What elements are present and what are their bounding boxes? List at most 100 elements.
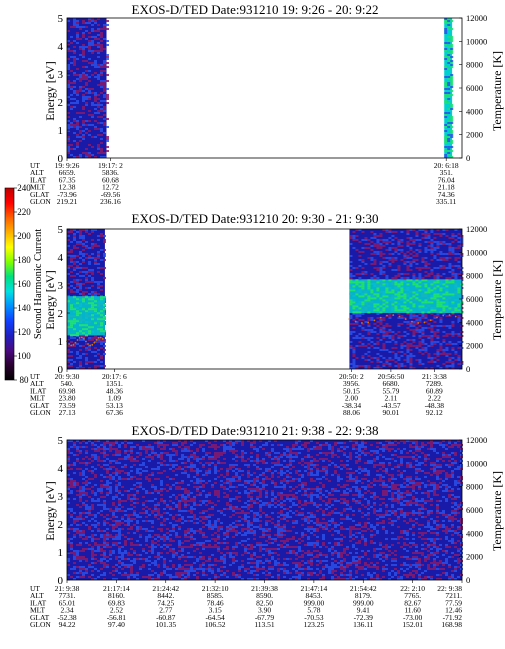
heatmap-cell — [118, 498, 121, 500]
heatmap-cell — [388, 263, 392, 265]
heatmap-cell — [259, 460, 262, 462]
heatmap-cell — [283, 570, 286, 572]
heatmap-cell — [121, 486, 124, 488]
heatmap-cell — [409, 349, 413, 351]
table-cell: 1351. — [106, 379, 123, 388]
heatmap-cell — [115, 508, 118, 510]
heatmap-cell — [444, 32, 448, 34]
heatmap-cell — [244, 552, 247, 554]
heatmap-cell — [349, 347, 353, 349]
heatmap-cell — [118, 566, 121, 568]
heatmap-cell — [418, 249, 422, 251]
heatmap-cell — [124, 466, 127, 468]
heatmap-cell — [235, 576, 238, 578]
heatmap-cell — [205, 560, 208, 562]
heatmap-cell — [88, 281, 91, 283]
heatmap-cell — [175, 554, 178, 556]
heatmap-cell — [79, 566, 82, 568]
heatmap-cell — [157, 576, 160, 578]
heatmap-cell — [133, 562, 136, 564]
heatmap-cell — [85, 468, 88, 470]
heatmap-cell — [94, 22, 97, 24]
table-cell: 20:56:50 — [378, 372, 405, 381]
heatmap-cell — [100, 86, 103, 88]
heatmap-cell — [70, 251, 73, 253]
heatmap-cell — [265, 442, 268, 444]
heatmap-cell — [85, 482, 88, 484]
heatmap-cell — [444, 146, 448, 148]
heatmap-cell — [433, 309, 437, 312]
heatmap-cell — [100, 128, 103, 130]
heatmap-cell — [160, 452, 163, 454]
heatmap-cell — [79, 86, 82, 88]
heatmap-cell — [223, 556, 226, 558]
heatmap-cell — [403, 257, 407, 259]
heatmap-cell — [76, 94, 79, 96]
heatmap-cell — [160, 514, 163, 516]
heatmap-cell — [211, 456, 214, 458]
heatmap-cell — [349, 345, 353, 347]
heatmap-cell — [79, 279, 82, 281]
heatmap-cell — [298, 500, 301, 502]
heatmap-cell — [307, 554, 310, 556]
heatmap-cell — [444, 48, 448, 50]
heatmap-cell — [130, 450, 133, 452]
heatmap-cell — [202, 548, 205, 550]
heatmap-cell — [448, 249, 452, 251]
heatmap-cell — [91, 231, 94, 233]
heatmap-cell — [91, 558, 94, 560]
heatmap-cell — [301, 532, 304, 534]
heatmap-cell — [349, 315, 353, 317]
heatmap-cell — [79, 367, 82, 369]
heatmap-cell — [451, 233, 455, 235]
heatmap-cell — [88, 440, 91, 442]
heatmap-cell — [73, 536, 76, 538]
heatmap-cell — [232, 510, 235, 512]
orbit-trace-point — [423, 321, 426, 324]
heatmap-cell — [355, 323, 359, 325]
heatmap-cell — [85, 570, 88, 572]
heatmap-cell — [82, 253, 85, 255]
heatmap-cell — [277, 536, 280, 538]
heatmap-cell — [94, 554, 97, 556]
heatmap-cell — [103, 94, 106, 96]
heatmap-cell — [444, 100, 448, 102]
heatmap-cell — [73, 308, 76, 311]
heatmap-cell — [85, 504, 88, 506]
heatmap-cell — [67, 64, 70, 66]
heatmap-cell — [450, 38, 454, 40]
heatmap-cell — [244, 502, 247, 504]
heatmap-cell — [106, 118, 109, 120]
heatmap-cell — [430, 269, 434, 271]
heatmap-cell — [82, 243, 85, 245]
heatmap-cell — [388, 231, 392, 233]
heatmap-cell — [157, 554, 160, 556]
heatmap-cell — [250, 528, 253, 530]
heatmap-cell — [274, 548, 277, 550]
heatmap-cell — [262, 460, 265, 462]
heatmap-cell — [85, 361, 88, 363]
heatmap-cell — [103, 86, 106, 88]
heatmap-cell — [457, 237, 461, 239]
heatmap-cell — [373, 303, 377, 306]
heatmap-cell — [94, 20, 97, 22]
heatmap-cell — [148, 564, 151, 566]
heatmap-cell — [447, 76, 451, 78]
heatmap-cell — [283, 576, 286, 578]
orbit-trace-point — [442, 314, 445, 317]
heatmap-cell — [450, 136, 454, 138]
heatmap-cell — [76, 231, 79, 233]
heatmap-cell — [217, 492, 220, 494]
heatmap-cell — [79, 450, 82, 452]
heatmap-cell — [169, 540, 172, 542]
heatmap-cell — [235, 460, 238, 462]
heatmap-cell — [298, 578, 301, 580]
heatmap-cell — [439, 305, 443, 308]
heatmap-cell — [76, 247, 79, 249]
heatmap-cell — [190, 440, 193, 442]
heatmap-cell — [70, 249, 73, 251]
heatmap-cell — [172, 478, 175, 480]
heatmap-cell — [82, 291, 85, 293]
heatmap-cell — [241, 450, 244, 452]
heatmap-cell — [436, 281, 440, 284]
